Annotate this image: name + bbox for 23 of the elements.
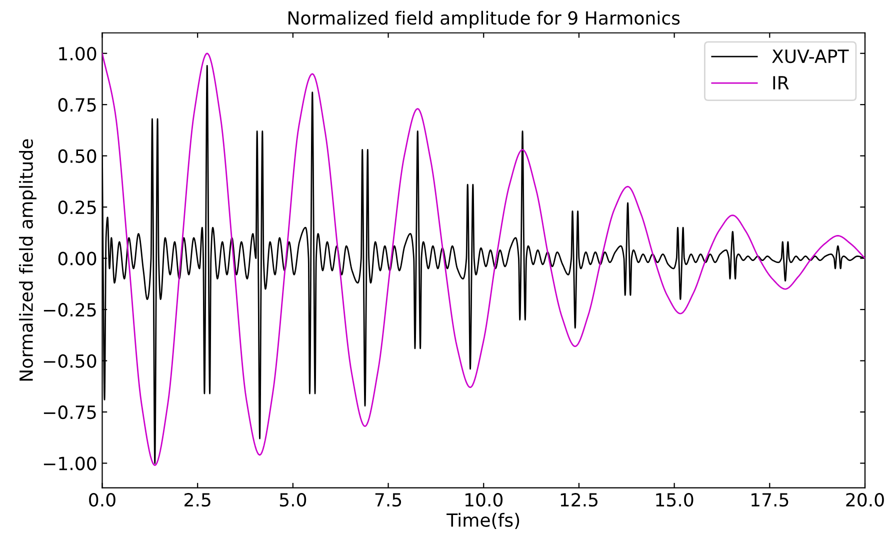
y-tick-label: −1.00	[44, 456, 96, 470]
y-tick-label: 0.50	[58, 149, 96, 163]
legend-label: XUV-APT	[772, 50, 849, 64]
y-tick-label: −0.50	[44, 354, 96, 368]
y-axis-title: Normalized field amplitude	[19, 139, 36, 381]
y-tick-label: 0.25	[58, 200, 96, 214]
y-tick-label: 1.00	[59, 46, 96, 60]
x-axis-title: Time(fs)	[446, 512, 520, 530]
x-tick-label: 17.5	[752, 493, 788, 507]
x-tick-label: 10.0	[466, 492, 503, 507]
legend-label: IR	[773, 76, 789, 90]
x-tick-label: 5.0	[280, 492, 306, 507]
y-tick-label: 0.75	[58, 98, 96, 112]
x-tick-label: 15.0	[656, 492, 694, 507]
x-tick-label: 0.0	[89, 492, 116, 507]
chart-title: Normalized field amplitude for 9 Harmonics	[288, 10, 680, 28]
x-tick-label: 7.5	[375, 493, 402, 507]
x-tick-label: 12.5	[560, 492, 598, 507]
x-tick-label: 2.5	[184, 492, 210, 507]
y-tick-label: −0.75	[44, 405, 96, 420]
x-tick-label: 20.0	[846, 492, 884, 507]
y-tick-label: −0.25	[44, 302, 96, 317]
y-tick-label: 0.00	[58, 252, 96, 266]
